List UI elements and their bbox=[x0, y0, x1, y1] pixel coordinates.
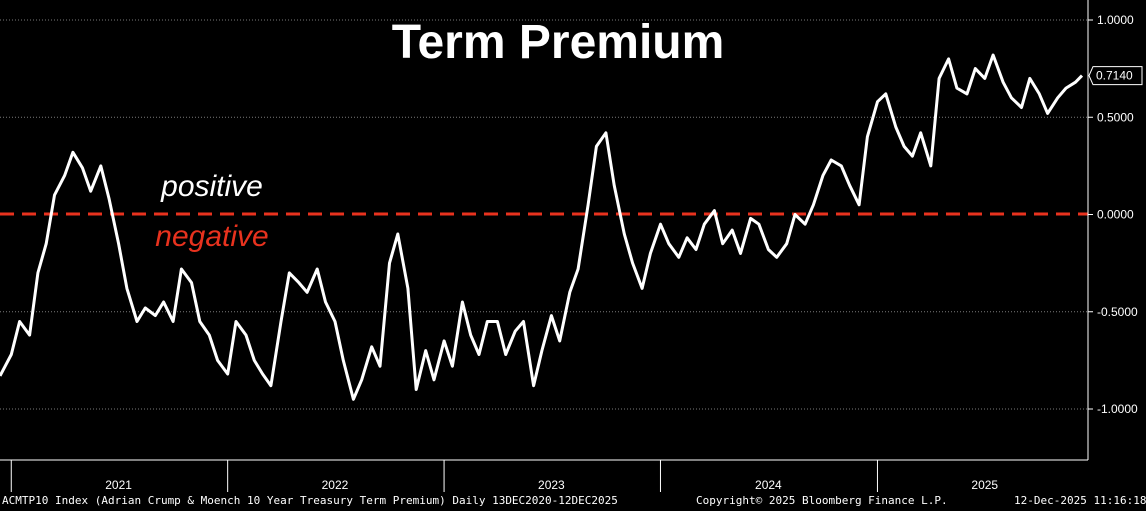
x-year-label-2024: 2024 bbox=[755, 478, 782, 492]
last-value-tag: 0.7140 bbox=[1088, 66, 1143, 86]
x-year-label-2021: 2021 bbox=[105, 478, 132, 492]
footer-copyright: Copyright© 2025 Bloomberg Finance L.P. bbox=[696, 494, 948, 507]
footer-series-description: ACMTP10 Index (Adrian Crump & Moench 10 … bbox=[2, 494, 618, 507]
x-axis-ticks: 2021 2022 2023 2024 2025 bbox=[10, 460, 998, 492]
last-value-box bbox=[1088, 66, 1143, 86]
y-axis-ticks: -1.0000 -0.5000 0.0000 0.5000 1.0000 bbox=[1088, 13, 1138, 416]
term-premium-series-line bbox=[0, 53, 1084, 401]
annotation-positive: positive bbox=[160, 170, 263, 203]
y-tick-label-1: -0.5000 bbox=[1097, 305, 1138, 319]
x-year-label-2022: 2022 bbox=[322, 478, 349, 492]
x-year-label-2023: 2023 bbox=[538, 478, 565, 492]
y-tick-label-4: 1.0000 bbox=[1097, 13, 1134, 27]
y-tick-label-0: -1.0000 bbox=[1097, 402, 1138, 416]
chart-title: Term Premium bbox=[392, 16, 725, 69]
y-tick-label-3: 0.5000 bbox=[1097, 110, 1134, 124]
footer-timestamp: 12-Dec-2025 11:16:18 bbox=[1014, 494, 1146, 507]
x-year-label-2025: 2025 bbox=[971, 478, 998, 492]
annotation-negative: negative bbox=[155, 220, 268, 253]
grid-lines bbox=[0, 19, 1088, 410]
y-tick-label-2: 0.0000 bbox=[1097, 208, 1134, 222]
last-value-label: 0.7140 bbox=[1096, 69, 1133, 83]
